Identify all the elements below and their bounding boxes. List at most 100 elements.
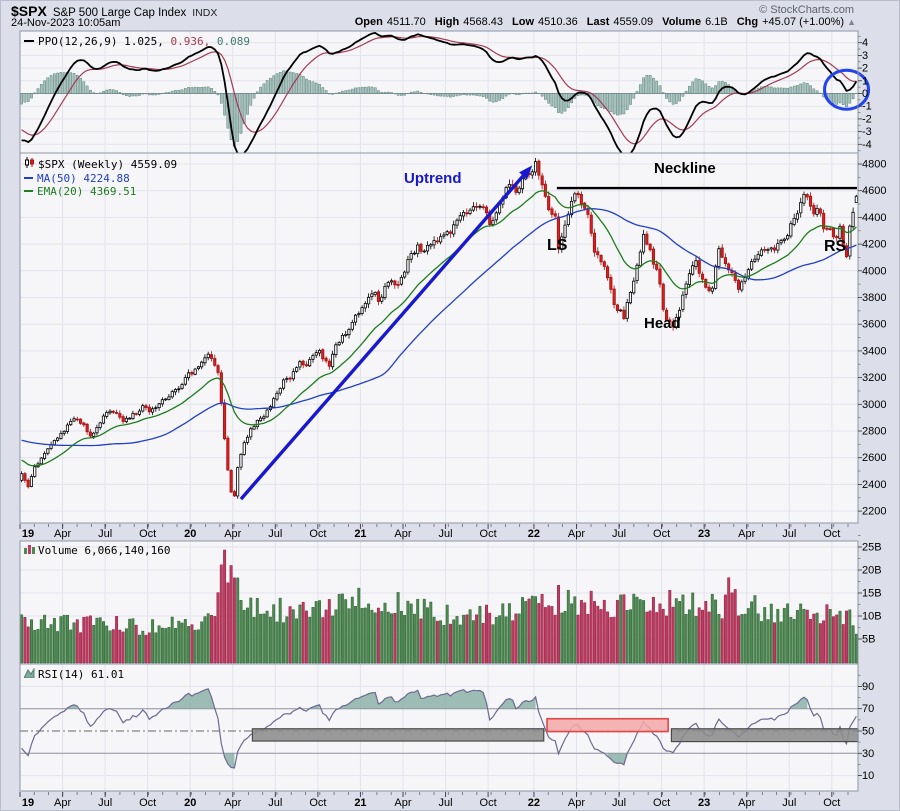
annotation-neckline: Neckline [654, 160, 716, 177]
chg-value: +45.07 (+1.00%) [762, 16, 845, 28]
xaxis-label: 23 [698, 528, 710, 540]
last-label: Last [586, 16, 610, 28]
ppo-ytick-label: -4 [862, 139, 872, 151]
xaxis-label: 22 [528, 528, 540, 540]
high-value: 4568.43 [463, 16, 504, 28]
low-label: Low [512, 16, 535, 28]
ma50-legend-row: MA(50) 4224.88 [24, 172, 177, 185]
annotation-head: Head [644, 315, 681, 332]
price-value: 4559.09 [130, 158, 178, 171]
low-value: 4510.36 [538, 16, 578, 28]
ppo-ytick-label: 3 [862, 50, 868, 62]
symbol: $SPX [11, 3, 47, 19]
price-ytick-label: 4600 [862, 185, 886, 197]
rsi-panel-value: 61.01 [90, 668, 125, 681]
xaxis-label: Jul [268, 797, 282, 809]
xaxis-label: Jul [98, 528, 112, 540]
up-triangle-icon: ▲ [847, 17, 856, 27]
ppo-line-swatch-icon [24, 39, 34, 43]
ema20-line [21, 190, 857, 467]
xaxis-label: Jul [268, 528, 282, 540]
price-ytick-label: 2600 [862, 452, 886, 464]
uptrend-arrow-shaft [239, 170, 528, 501]
ma50-label: MA(50) [37, 172, 77, 185]
volume-legend: Volume 6,066,140,160 [24, 544, 170, 558]
rsi-ytick-label: 70 [862, 703, 874, 715]
volume-ytick-label: 20B [862, 565, 882, 577]
rsi-annotation-box-pink [546, 717, 669, 733]
ma50-line-swatch-icon [24, 177, 33, 179]
xaxis-label: Apr [738, 528, 755, 540]
rsi-annotation-box-gray [670, 728, 859, 743]
xaxis-label: Apr [224, 528, 241, 540]
ppo-ytick-label: 4 [862, 37, 868, 49]
ppo-histogram [20, 70, 858, 147]
xaxis-label: 19 [22, 528, 34, 540]
xaxis-label: Apr [54, 528, 71, 540]
ppo-value-signal: 0.936, [170, 35, 211, 48]
ppo-highlight-circle [823, 68, 871, 111]
ppo-line [21, 32, 858, 153]
ppo-ytick-label: 0 [862, 88, 868, 100]
volume-panel-value: 6,066,140,160 [84, 544, 171, 557]
volume-ytick-label: 25B [862, 542, 882, 554]
xaxis-label: Jul [612, 797, 626, 809]
xaxis-label: 20 [184, 797, 196, 809]
volume-ytick-label: 15B [862, 588, 882, 600]
xaxis-label: Oct [653, 528, 670, 540]
ema20-legend-row: EMA(20) 4369.51 [24, 185, 177, 198]
rsi-ytick-label: 50 [862, 726, 874, 738]
price-legend: $SPX (Weekly) 4559.09 MA(50) 4224.88 EMA… [24, 157, 178, 198]
xaxis-label: Jul [782, 528, 796, 540]
xaxis-label: Jul [612, 528, 626, 540]
chg-label: Chg [736, 16, 759, 28]
ppo-ytick-label: -2 [862, 113, 872, 125]
price-ytick-label: 3000 [862, 399, 886, 411]
ppo-legend: PPO(12,26,9) 1.025, 0.936, 0.089 [24, 35, 250, 48]
price-ytick-label: 4200 [862, 239, 886, 251]
volume-up-bars [20, 577, 858, 664]
rsi-ytick-label: 10 [862, 770, 874, 782]
rsi-annotation-box-gray [251, 728, 545, 742]
up-candle-bodies [20, 161, 858, 497]
xaxis-label: Jul [98, 797, 112, 809]
volume-down-bars [23, 549, 848, 664]
price-ytick-label: 3200 [862, 372, 886, 384]
xaxis-label: 21 [354, 528, 366, 540]
ema20-line-swatch-icon [24, 190, 33, 192]
xaxis-label: Oct [480, 528, 497, 540]
price-ytick-label: 3600 [862, 319, 886, 331]
price-ytick-label: 4400 [862, 212, 886, 224]
rsi-legend: RSI(14) 61.01 [23, 666, 125, 682]
xaxis-label: 20 [184, 528, 196, 540]
xaxis-label: Oct [139, 528, 156, 540]
price-ytick-label: 4800 [862, 159, 886, 171]
ppo-label: PPO(12,26,9) [38, 35, 118, 48]
annotation-left-shoulder: LS [547, 237, 568, 254]
rsi-ytick-label: 30 [862, 748, 874, 760]
price-ytick-label: 2400 [862, 479, 886, 491]
down-candle-bodies [23, 160, 849, 497]
xaxis-label: Oct [823, 528, 840, 540]
price-ytick-label: 2800 [862, 426, 886, 438]
xaxis-label: Jul [782, 797, 796, 809]
volume-label: Volume [662, 16, 702, 28]
ema20-label: EMA(20) [37, 185, 84, 198]
exchange: INDX [192, 7, 218, 19]
symbol-name: S&P 500 Large Cap Index [52, 7, 187, 19]
xaxis-label: Oct [653, 797, 670, 809]
quote-bar: Open 4511.70 High 4568.43 Low 4510.36 Last 4559… [355, 16, 856, 28]
open-value: 4511.70 [386, 16, 426, 28]
rsi-panel [21, 688, 857, 769]
ppo-value-line: 1.025, [124, 35, 164, 48]
price-panel [20, 158, 858, 499]
xaxis-label: Apr [54, 797, 71, 809]
xaxis-label: Apr [224, 797, 241, 809]
xaxis-label: Oct [823, 797, 840, 809]
volume-panel [20, 549, 858, 664]
ma50-line [21, 207, 857, 447]
ema20-value: 4369.51 [89, 185, 137, 198]
rsi-panel-label: RSI(14) [38, 668, 85, 681]
rsi-ytick-label: 90 [862, 681, 874, 693]
